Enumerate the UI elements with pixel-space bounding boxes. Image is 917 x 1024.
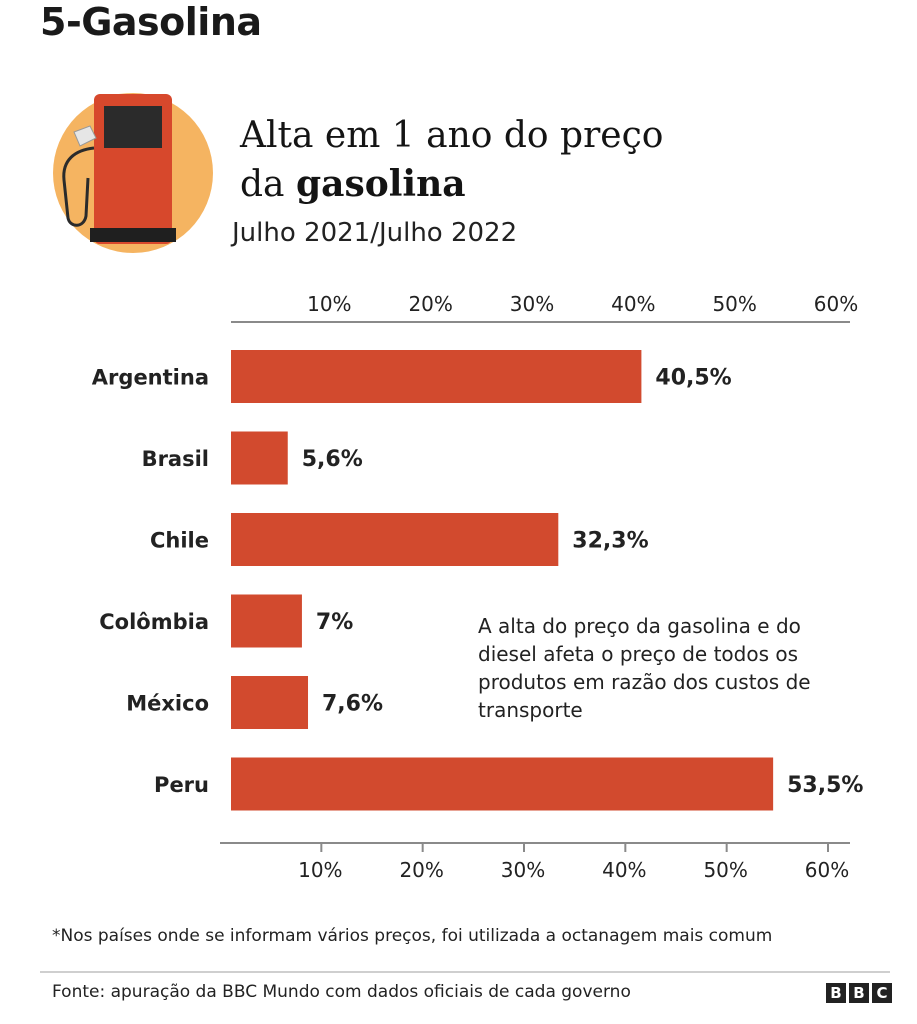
bbc-logo: B B C <box>826 983 892 1003</box>
bbc-logo-letter: B <box>849 983 869 1003</box>
chart-subtitle: Julho 2021/Julho 2022 <box>232 218 518 248</box>
gas-pump-icon <box>53 93 213 253</box>
top-tick-label: 10% <box>307 292 351 316</box>
chart-title-line2-normal: da <box>240 164 296 205</box>
category-label: Colômbia <box>99 610 209 634</box>
chart-title-line2: da gasolina <box>240 160 800 209</box>
bottom-tick-label: 30% <box>501 858 545 882</box>
category-label: México <box>126 692 209 716</box>
bar <box>231 676 309 729</box>
category-label: Peru <box>154 773 209 797</box>
top-tick-label: 50% <box>712 292 756 316</box>
top-tick-label: 40% <box>611 292 655 316</box>
category-label: Chile <box>150 529 209 553</box>
chart-annotation: A alta do preço da gasolina e do diesel … <box>478 614 811 722</box>
top-tick-label: 60% <box>814 292 858 316</box>
bar <box>231 757 774 811</box>
bottom-tick-label: 60% <box>805 858 849 882</box>
bottom-tick-label: 40% <box>602 858 646 882</box>
top-tick-label: 30% <box>510 292 554 316</box>
bar <box>231 594 302 648</box>
value-label: 7% <box>316 610 353 635</box>
chart-title-line1: Alta em 1 ano do preço <box>240 115 664 156</box>
bar <box>231 431 288 485</box>
category-label: Argentina <box>92 366 209 390</box>
bar <box>231 350 642 403</box>
value-label: 53,5% <box>787 773 863 798</box>
chart-title-line2-bold: gasolina <box>295 163 466 205</box>
page-heading: 5-Gasolina <box>40 0 262 44</box>
source-text: Fonte: apuração da BBC Mundo com dados o… <box>52 982 631 1002</box>
bottom-tick-label: 10% <box>298 858 342 882</box>
top-tick-label: 20% <box>408 292 452 316</box>
value-label: 7,6% <box>322 692 383 717</box>
divider <box>40 971 890 973</box>
value-label: 5,6% <box>302 447 363 472</box>
footnote: *Nos países onde se informam vários preç… <box>52 926 773 946</box>
category-label: Brasil <box>142 447 209 471</box>
bar <box>231 513 559 566</box>
bbc-logo-letter: B <box>826 983 846 1003</box>
bbc-logo-letter: C <box>872 983 892 1003</box>
chart-title: Alta em 1 ano do preço da gasolina <box>240 112 800 209</box>
bottom-tick-label: 50% <box>703 858 747 882</box>
bar-chart: 10% 10% 20% 20% 30% 30% 40% 40% 50% 50% 60% 60% Arge… <box>92 292 864 882</box>
value-label: 40,5% <box>655 366 731 391</box>
value-label: 32,3% <box>572 529 648 554</box>
bottom-tick-label: 20% <box>399 858 443 882</box>
